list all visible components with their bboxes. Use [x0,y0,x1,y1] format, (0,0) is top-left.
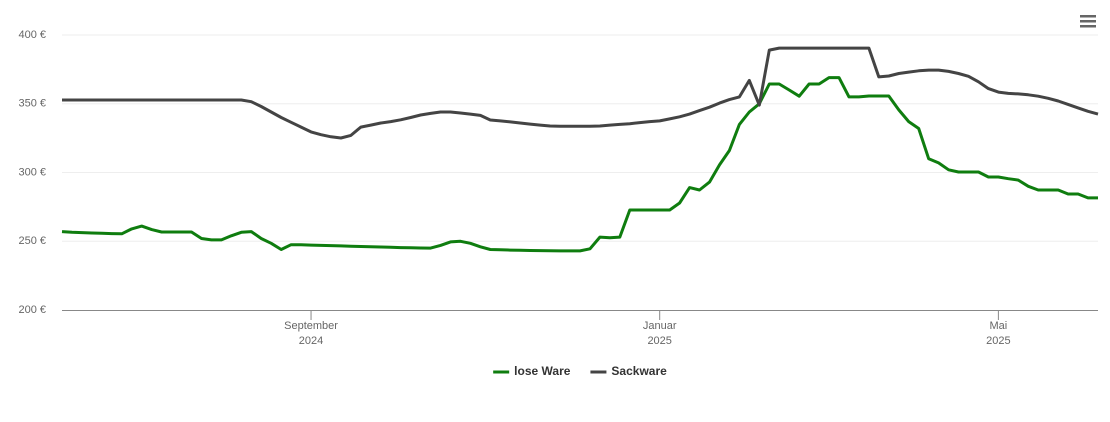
x-tick-label: Mai [990,320,1008,332]
legend-label: Sackware [611,364,667,378]
x-tick-label: Januar [643,320,677,332]
y-tick-label: 200 € [18,304,46,316]
legend-item[interactable]: Sackware [590,364,667,378]
legend-label: lose Ware [514,364,571,378]
menu-icon[interactable] [1080,15,1096,28]
y-tick-label: 300 € [18,166,46,178]
legend-item[interactable]: lose Ware [493,364,571,378]
y-tick-label: 250 € [18,235,46,247]
y-tick-label: 400 € [18,29,46,41]
x-tick-label: September [284,320,338,332]
y-tick-label: 350 € [18,98,46,110]
menu-bar [1080,25,1096,28]
line-series [62,46,1099,140]
line-series [61,76,1098,253]
legend: lose Ware Sackware [493,364,667,378]
x-tick-label: 2024 [299,335,323,347]
menu-bar [1080,15,1096,18]
x-tick-label: 2025 [986,335,1010,347]
menu-bar [1080,20,1096,23]
x-tick-label: 2025 [647,335,671,347]
